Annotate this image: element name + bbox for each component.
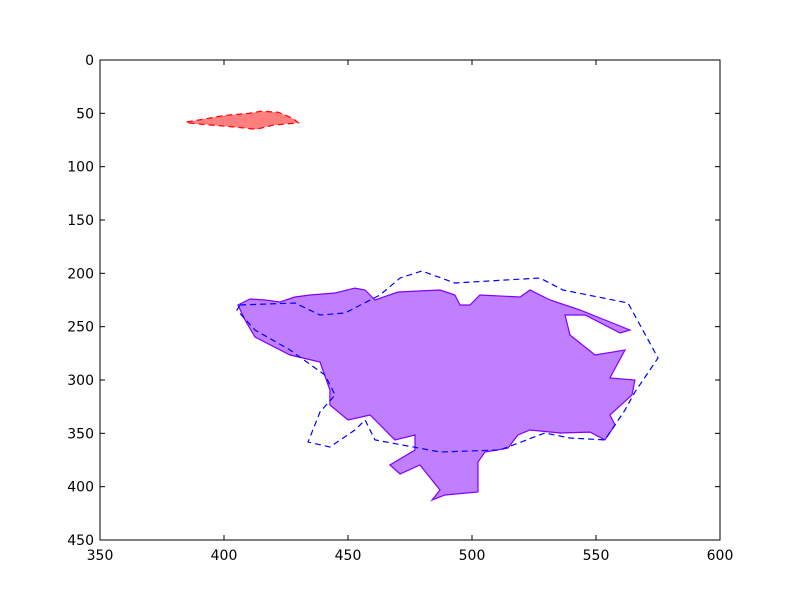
y-tick-label: 400 xyxy=(67,480,94,496)
y-tick-label: 450 xyxy=(67,533,94,549)
y-tick-label: 100 xyxy=(67,160,94,176)
y-tick-label: 50 xyxy=(76,106,94,122)
x-tick-label: 400 xyxy=(211,548,238,564)
y-tick-label: 300 xyxy=(67,373,94,389)
polygon xyxy=(186,110,300,130)
y-tick-label: 250 xyxy=(67,320,94,336)
axes-frame xyxy=(99,59,721,541)
polygon xyxy=(236,270,659,453)
y-tick-label: 350 xyxy=(67,426,94,442)
y-tick-label: 0 xyxy=(85,53,94,69)
x-tick-label: 450 xyxy=(335,548,362,564)
x-tick-label: 500 xyxy=(459,548,486,564)
x-tick-label: 350 xyxy=(87,548,114,564)
x-tick-label: 550 xyxy=(583,548,610,564)
x-tick-label: 600 xyxy=(707,548,734,564)
y-tick-label: 200 xyxy=(67,266,94,282)
polygon xyxy=(237,287,636,502)
y-tick-label: 150 xyxy=(67,213,94,229)
